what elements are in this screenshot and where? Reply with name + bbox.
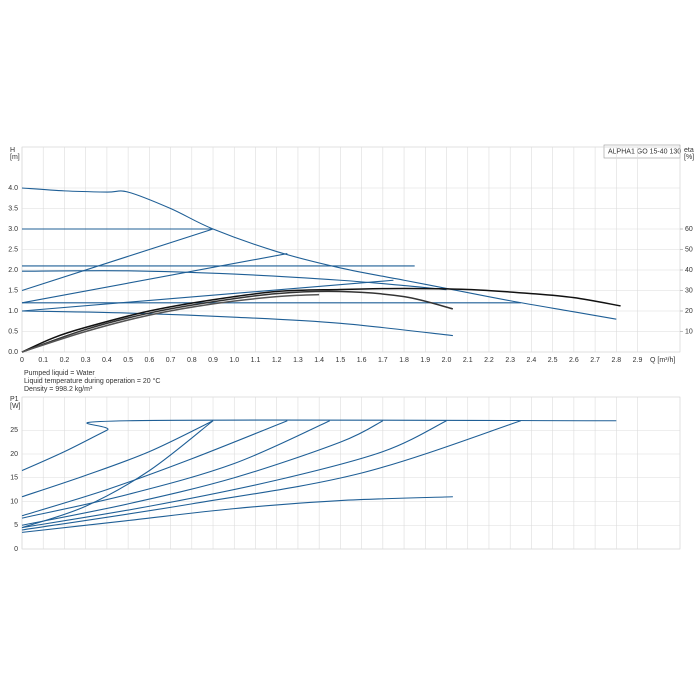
note: Pumped liquid = Water: [24, 370, 95, 377]
y2-tick-label: 50: [685, 246, 693, 253]
curve: [21, 420, 288, 517]
curve: [21, 420, 214, 529]
curve: [21, 310, 453, 337]
y-tick-label: 3.5: [8, 205, 18, 212]
x-tick-label: 0: [20, 357, 24, 364]
x-tick-label: 0.8: [187, 357, 197, 364]
x-tick-label: 2.0: [442, 357, 452, 364]
curve: [21, 420, 447, 529]
y-tick-label: 2.5: [8, 246, 18, 253]
y2-tick-label: 40: [685, 267, 693, 274]
x-tick-label: 0.7: [166, 357, 176, 364]
curve: [21, 287, 621, 353]
curve: [21, 419, 617, 472]
curve: [21, 187, 617, 320]
y-unit: [W]: [10, 403, 21, 410]
curve: [21, 228, 214, 292]
y-tick-label: 1.5: [8, 287, 18, 294]
y-tick-label: 25: [10, 427, 18, 434]
x-tick-label: 2.1: [463, 357, 473, 364]
y-tick-label: 10: [10, 498, 18, 505]
x-tick-label: 1.9: [420, 357, 430, 364]
x-tick-label: 1.2: [272, 357, 282, 364]
x-tick-label: 1.6: [357, 357, 367, 364]
x-tick-label: 1.8: [399, 357, 409, 364]
x-tick-label: 2.5: [548, 357, 558, 364]
x-tick-label: 2.4: [527, 357, 537, 364]
x-tick-label: 0.6: [144, 357, 154, 364]
y2-tick-label: 10: [685, 328, 693, 335]
curve: [21, 293, 320, 353]
curve: [21, 279, 394, 312]
x-tick-label: 1.5: [336, 357, 346, 364]
y-tick-label: 2.0: [8, 267, 18, 274]
curve: [21, 290, 454, 353]
x-tick-label: 2.6: [569, 357, 579, 364]
y-tick-label: 15: [10, 475, 18, 482]
y-tick-label: 0.0: [8, 349, 18, 356]
curve: [21, 420, 330, 519]
x-tick-label: 0.3: [81, 357, 91, 364]
curve: [21, 420, 214, 498]
curve: [21, 420, 521, 531]
chart-title: ALPHA1 GO 15-40 130: [608, 148, 681, 155]
x-tick-label: 2.9: [633, 357, 643, 364]
y-label: P1: [10, 396, 19, 403]
x-tick-label: 1.3: [293, 357, 303, 364]
y-unit: [m]: [10, 154, 20, 161]
x-tick-label: 0.5: [123, 357, 133, 364]
x-tick-label: 0.1: [38, 357, 48, 364]
x-tick-label: 1.4: [314, 357, 324, 364]
y-tick-label: 3.0: [8, 226, 18, 233]
curve: [21, 496, 453, 533]
x-tick-label: 0.4: [102, 357, 112, 364]
y2-unit: [%]: [684, 154, 694, 161]
y2-label: eta: [684, 147, 694, 154]
x-label: Q [m³/h]: [650, 357, 675, 364]
x-tick-label: 2.3: [505, 357, 515, 364]
y-label: H: [10, 147, 15, 154]
x-tick-label: 1.0: [229, 357, 239, 364]
x-tick-label: 1.1: [251, 357, 261, 364]
x-tick-label: 2.8: [611, 357, 621, 364]
y2-tick-label: 30: [685, 287, 693, 294]
y-tick-label: 0.5: [8, 328, 18, 335]
curve: [21, 420, 384, 526]
y-tick-label: 4.0: [8, 185, 18, 192]
note: Liquid temperature during operation = 20…: [24, 377, 160, 385]
y-tick-label: 20: [10, 451, 18, 458]
y2-tick-label: 60: [685, 226, 693, 233]
y-tick-label: 1.0: [8, 308, 18, 315]
x-tick-label: 0.2: [60, 357, 70, 364]
curve: [21, 253, 288, 304]
y2-tick-label: 20: [685, 308, 693, 315]
y-tick-label: 5: [14, 522, 18, 529]
x-tick-label: 2.7: [590, 357, 600, 364]
curve: [21, 270, 447, 291]
x-tick-label: 1.7: [378, 357, 388, 364]
x-tick-label: 2.2: [484, 357, 494, 364]
note: Density = 998.2 kg/m³: [24, 386, 93, 393]
y-tick-label: 0: [14, 546, 18, 553]
x-tick-label: 0.9: [208, 357, 218, 364]
